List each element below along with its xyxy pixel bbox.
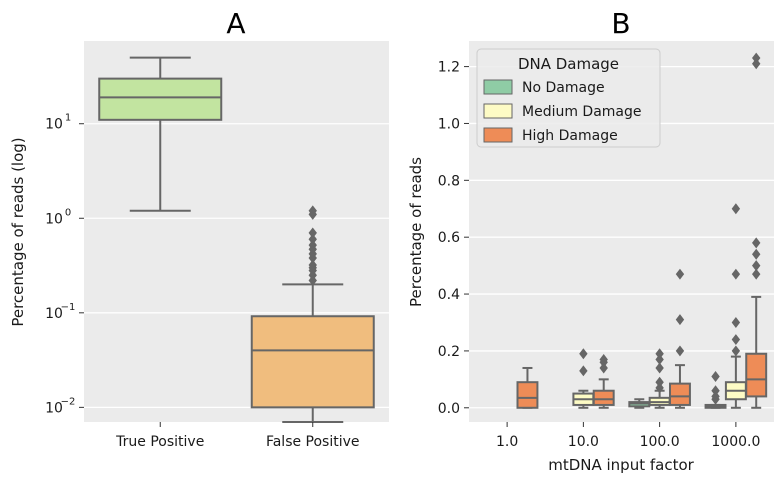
- legend-label-medium-damage: Medium Damage: [522, 104, 642, 120]
- panel-a-y-axis-label: Percentage of reads (log): [9, 137, 27, 326]
- box-no-damage-1000-0-outlier-3: [711, 371, 720, 382]
- legend-title: DNA Damage: [518, 55, 619, 73]
- box-medium-damage-1000-0-outlier-0: [731, 345, 741, 357]
- legend-label-no-damage: No Damage: [522, 80, 605, 96]
- box-high-damage-1000-0-outlier-4: [752, 58, 761, 70]
- box-false-positive-outlier-8: [308, 239, 317, 251]
- box-false-positive-outlier-4: [308, 259, 317, 271]
- x-tick-label: 10.0: [568, 434, 599, 450]
- box-high-damage-1000-0-outlier-3: [752, 237, 761, 249]
- box-high-damage-1000-0-outlier-2: [752, 248, 761, 260]
- box-no-damage-1000-0-outlier-2: [711, 385, 720, 397]
- box-high-damage-1-0-box: [516, 381, 539, 409]
- y-tick-label: 1.2: [438, 60, 460, 76]
- panel-b: 0.0 0.2 0.4 0.6 0.8 1.0 1.2 1.0 10.0 100.0 1000.0…: [407, 7, 774, 474]
- box-false-positive-box: [250, 315, 375, 409]
- box-false-positive-outlier-12: [308, 205, 317, 217]
- legend-swatch-no-damage: [483, 79, 513, 95]
- y-tick-label: 10: [45, 211, 63, 227]
- y-tick-label-exponent: 0: [65, 207, 71, 218]
- box-medium-damage-1000-0-outlier-4: [731, 203, 741, 215]
- x-tick-label: False Positive: [266, 434, 360, 450]
- panel-b-y-ticks: 0.0 0.2 0.4 0.6 0.8 1.0 1.2: [438, 60, 469, 417]
- x-tick-label: 100.0: [640, 434, 680, 450]
- box-high-damage-100-0-box: [668, 382, 691, 406]
- y-tick-label: 0.2: [438, 344, 460, 360]
- box-medium-damage-1000-0-outlier-1: [731, 334, 741, 346]
- panel-b-x-ticks: 1.0 10.0 100.0 1000.0: [496, 422, 760, 450]
- y-tick-label: 1.0: [438, 116, 460, 132]
- box-medium-damage-10-0-outlier-1: [579, 348, 588, 360]
- x-tick-label: 1000.0: [711, 434, 760, 450]
- box-high-damage-1000-0-outlier-0: [752, 268, 761, 280]
- box-high-damage-1000-0-outlier-1: [752, 260, 761, 272]
- y-tick-label: 10: [45, 306, 63, 322]
- panel-b-legend: DNA Damage No Damage Medium Damage High Dam…: [476, 48, 661, 148]
- y-tick-label: 0.4: [438, 287, 460, 303]
- x-tick-label: True Positive: [115, 434, 204, 450]
- box-high-damage-100-0-outlier-2: [675, 268, 685, 280]
- box-medium-damage-100-0-outlier-3: [655, 353, 664, 365]
- box-medium-damage-100-0-outlier-2: [655, 362, 664, 374]
- y-tick-label-exponent: −2: [61, 396, 76, 407]
- panel-b-boxes: [516, 52, 768, 409]
- box-no-damage-1000-0-outlier-1: [711, 390, 720, 402]
- y-tick-label: 0.8: [438, 173, 460, 189]
- box-medium-damage-100-0-outlier-1: [655, 376, 664, 388]
- panel-a-x-ticks: True Positive False Positive: [115, 422, 360, 450]
- box-medium-damage-1000-0-outlier-3: [731, 268, 741, 280]
- y-tick-label: 0.0: [438, 401, 460, 417]
- panel-b-label: B: [611, 7, 630, 40]
- legend-frame: [476, 48, 661, 148]
- box-false-positive-outlier-9: [308, 233, 317, 245]
- box-medium-damage-100-0-outlier-0: [655, 382, 664, 394]
- panel-a-boxes: [98, 56, 375, 423]
- box-high-damage-100-0-outlier-0: [675, 345, 685, 357]
- box-high-damage-1000-0-outlier-5: [752, 52, 761, 64]
- box-false-positive-outlier-10: [308, 227, 317, 239]
- box-true-positive-box: [98, 77, 223, 121]
- box-high-damage-1000-0-box: [745, 352, 768, 398]
- y-tick-label-exponent: −1: [61, 302, 76, 313]
- y-tick-label-exponent: 1: [65, 113, 71, 124]
- box-high-damage-10-0-outlier-0: [599, 362, 608, 374]
- y-tick-label: 10: [45, 400, 63, 416]
- legend-swatch-high-damage: [483, 127, 513, 143]
- box-high-damage-10-0-box: [592, 389, 615, 406]
- box-high-damage-100-0-outlier-1: [675, 314, 685, 326]
- panel-b-x-axis-label: mtDNA input factor: [548, 456, 694, 474]
- legend-swatch-medium-damage: [483, 103, 513, 119]
- box-medium-damage-1000-0-outlier-2: [731, 317, 741, 328]
- legend-label-high-damage: High Damage: [522, 128, 618, 144]
- box-medium-damage-10-0-outlier-0: [579, 365, 588, 377]
- y-tick-label: 10: [45, 117, 63, 133]
- y-tick-label: 0.6: [438, 230, 460, 246]
- panel-a-label: A: [226, 7, 245, 40]
- box-medium-damage-100-0-outlier-4: [655, 348, 664, 360]
- panel-b-y-axis-label: Percentage of reads: [407, 157, 425, 307]
- x-tick-label: 1.0: [496, 434, 518, 450]
- box-high-damage-10-0-outlier-2: [599, 353, 608, 365]
